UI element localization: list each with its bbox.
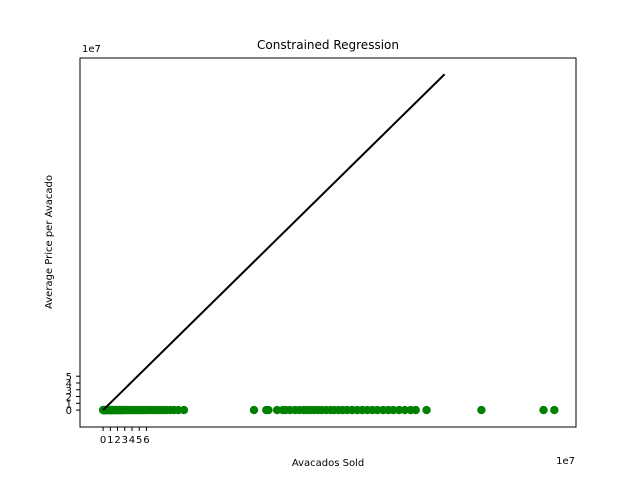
x-tick-label: 0 (100, 435, 106, 446)
data-point (173, 405, 183, 415)
x-tick-label: 5 (136, 435, 142, 446)
data-point (422, 405, 431, 415)
x-tick-label: 6 (143, 435, 149, 446)
data-point (389, 405, 398, 415)
data-point (400, 405, 410, 415)
data-point (373, 405, 382, 415)
y-tick-label: 3 (66, 386, 72, 397)
chart-title: Constrained Regression (257, 38, 399, 52)
data-point (394, 405, 404, 415)
y-axis-offset-label: 1e7 (82, 44, 101, 55)
x-tick-label: 3 (122, 435, 128, 446)
plot-frame (79, 57, 577, 428)
y-tick-label: 2 (66, 393, 72, 404)
y-tick-label: 1 (66, 399, 72, 410)
x-axis-label: Avacados Sold (292, 458, 364, 469)
regression-line (102, 73, 446, 411)
data-point (411, 405, 420, 415)
data-point (264, 405, 273, 415)
y-tick-label: 4 (66, 379, 72, 390)
x-tick-label: 4 (129, 435, 135, 446)
y-tick-label: 5 (66, 372, 72, 383)
data-point (550, 405, 559, 415)
data-point (249, 405, 259, 415)
data-point (179, 405, 189, 415)
x-tick-label: 2 (114, 435, 120, 446)
data-point (539, 405, 548, 415)
y-tick-label: 0 (66, 406, 72, 417)
x-tick-label: 1 (107, 435, 113, 446)
y-axis-label: Average Price per Avacado (44, 175, 55, 309)
data-point (477, 405, 486, 415)
x-axis-offset-label: 1e7 (556, 456, 575, 467)
data-point (272, 405, 282, 415)
plot-area (98, 73, 559, 415)
